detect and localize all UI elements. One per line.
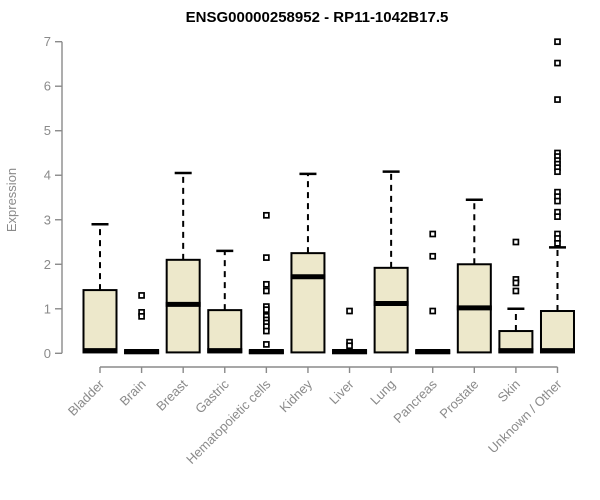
box-group xyxy=(207,249,243,354)
x-tick-label: Liver xyxy=(326,376,357,407)
y-tick-label: 7 xyxy=(44,34,51,49)
outlier-point xyxy=(554,213,561,220)
x-tick-label: Breast xyxy=(153,376,190,413)
outlier-point xyxy=(554,197,561,205)
box-groups xyxy=(82,38,575,355)
outlier-point xyxy=(263,327,270,335)
outlier-point xyxy=(512,287,520,295)
y-tick-label: 6 xyxy=(44,79,51,94)
box-rect xyxy=(207,309,243,354)
box-rect xyxy=(373,266,409,354)
outlier-point xyxy=(554,96,561,103)
x-tick-label: Unknown / Other xyxy=(485,376,565,456)
box-rect xyxy=(82,289,118,354)
x-tick-label: Brain xyxy=(117,377,149,409)
outlier-point xyxy=(138,313,145,320)
box-rect xyxy=(539,310,575,354)
outlier-point xyxy=(554,239,561,247)
x-tick-label: Prostate xyxy=(437,377,482,422)
x-tick-label: Kidney xyxy=(276,376,315,415)
box-group xyxy=(82,222,118,354)
outlier-point xyxy=(263,254,270,261)
box-group xyxy=(539,38,575,354)
y-tick-label: 2 xyxy=(44,257,51,272)
outlier-point xyxy=(138,292,145,299)
outlier-point xyxy=(429,307,437,315)
box-group xyxy=(332,307,368,355)
outlier-point xyxy=(512,279,520,287)
y-axis-label: Expression xyxy=(4,168,19,232)
y-tick-label: 5 xyxy=(44,123,51,138)
outlier-point xyxy=(346,342,353,350)
box-group xyxy=(290,172,326,354)
x-tick-label: Skin xyxy=(495,377,523,405)
chart-title: ENSG00000258952 - RP11-1042B17.5 xyxy=(186,9,449,26)
box-group xyxy=(124,292,160,355)
y-tick-label: 3 xyxy=(44,212,51,227)
y-tick-label: 0 xyxy=(44,346,51,361)
outlier-point xyxy=(346,307,353,315)
outlier-point xyxy=(554,38,561,46)
x-tick-label: Gastric xyxy=(192,376,232,416)
outlier-point xyxy=(263,341,270,348)
outlier-point xyxy=(263,211,270,219)
outlier-point xyxy=(554,168,561,176)
box-rect xyxy=(290,252,326,354)
outlier-point xyxy=(263,306,270,314)
outlier-point xyxy=(263,280,270,288)
outlier-point xyxy=(554,59,561,67)
y-tick-label: 4 xyxy=(44,168,51,183)
x-tick-label: Bladder xyxy=(65,376,108,419)
box-group xyxy=(456,198,492,354)
x-tick-label: Lung xyxy=(367,377,398,408)
outlier-point xyxy=(429,252,437,260)
box-group xyxy=(248,211,284,355)
outlier-point xyxy=(429,230,437,238)
box-group xyxy=(165,171,201,354)
outlier-point xyxy=(263,287,270,295)
box-group xyxy=(373,170,409,354)
x-tick-label: Pancreas xyxy=(390,376,440,426)
box-group xyxy=(415,230,451,355)
box-group xyxy=(498,238,534,354)
y-tick-label: 1 xyxy=(44,301,51,316)
outlier-point xyxy=(512,238,520,246)
